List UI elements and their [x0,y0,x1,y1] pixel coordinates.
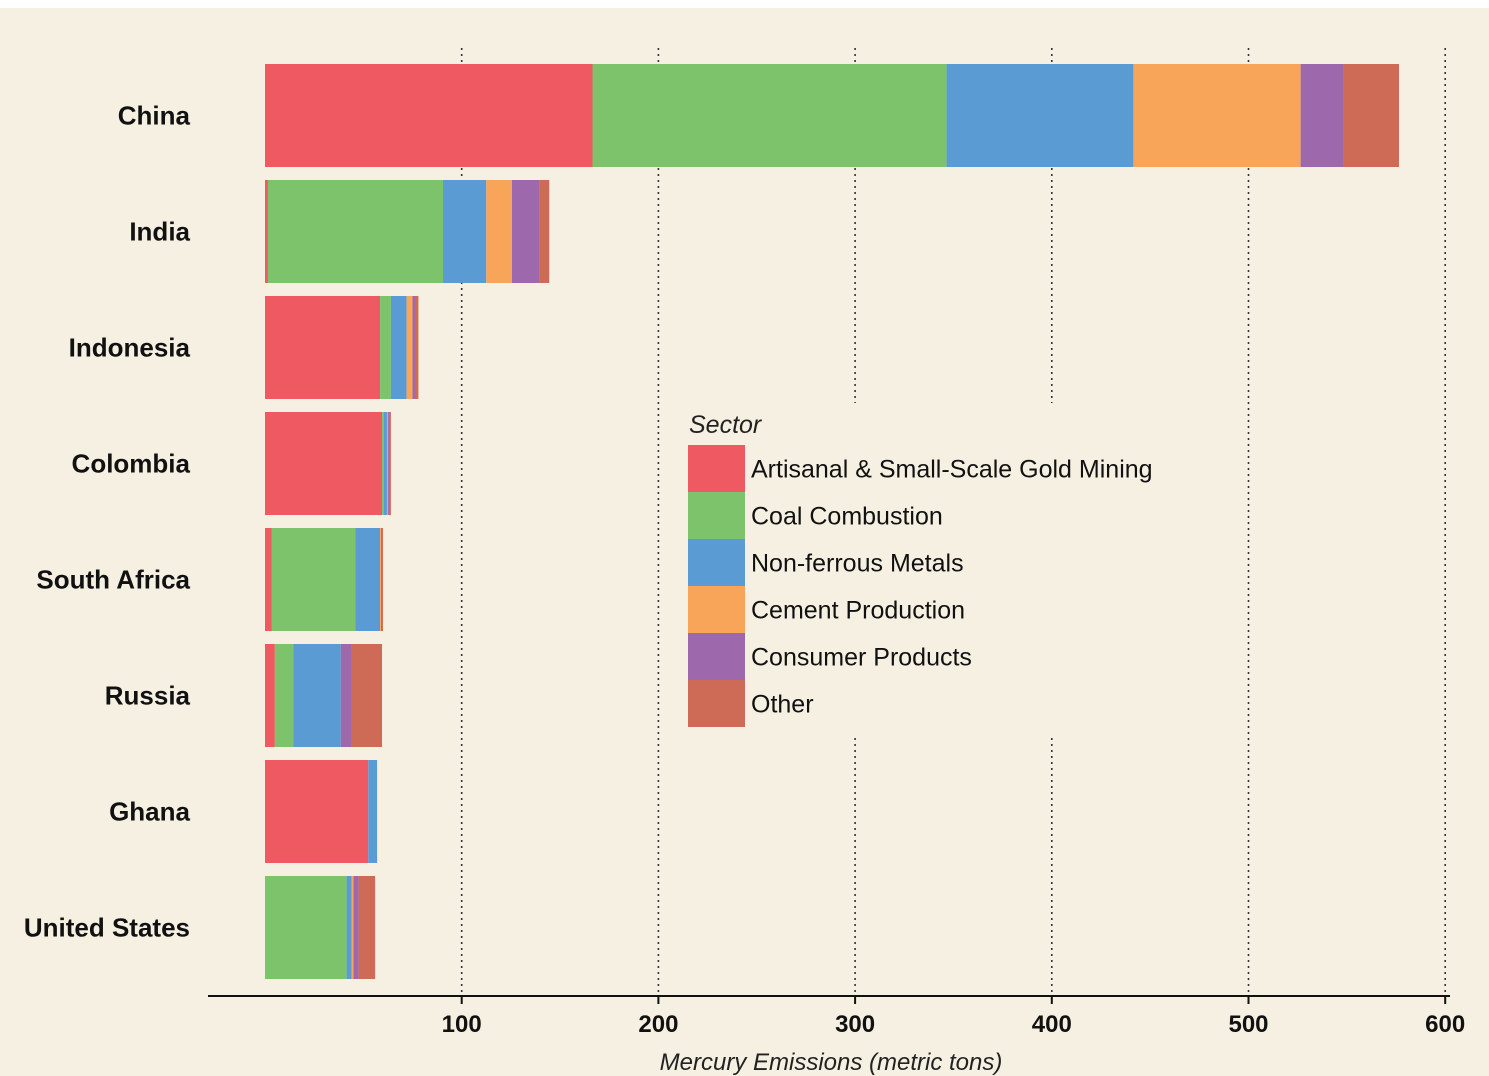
bar-segment [380,528,382,631]
bar-segment [267,180,444,283]
bar-segment [1300,64,1344,167]
bar-segment [380,296,391,399]
bar-segment [265,876,347,979]
bar-segment [340,644,352,747]
bar-segment [443,180,487,283]
bar-segment [390,296,407,399]
bars [265,64,1399,979]
bar-segment [265,412,383,515]
bar-segment [412,296,416,399]
legend-title: Sector [689,411,763,439]
category-label: United States [24,913,190,943]
bar-segment [346,876,352,979]
bar-segment [271,528,356,631]
bar-segment [355,528,381,631]
bar-segment [293,644,341,747]
bar-segment [353,876,359,979]
legend-background [684,403,1244,738]
bar-segment [486,180,512,283]
category-labels: China India Indonesia Colombia South Africa R… [24,101,191,943]
bar-segment [358,876,376,979]
bar-segment [351,876,354,979]
legend-label: Coal Combustion [751,503,943,531]
category-label: Indonesia [69,333,191,363]
x-tick-label: 400 [1032,1011,1072,1038]
x-tick-label: 200 [638,1011,678,1038]
bar-segment [265,296,381,399]
x-axis-title: Mercury Emissions (metric tons) [660,1049,1003,1076]
chart: China India Indonesia Colombia South Africa R… [0,8,1489,1076]
legend-swatch [688,445,745,492]
legend-swatch [688,539,745,586]
bar-segment [368,760,378,863]
x-tick-label: 600 [1425,1011,1465,1038]
legend-swatch [688,633,745,680]
legend-label: Non-ferrous Metals [751,550,964,578]
category-label: China [118,101,191,131]
chart-canvas: China India Indonesia Colombia South Africa R… [24,48,1465,1076]
category-label: South Africa [36,565,190,595]
legend-label: Artisanal & Small-Scale Gold Mining [751,456,1153,484]
legend-swatch [688,586,745,633]
bar-segment [388,412,391,515]
legend-label: Consumer Products [751,644,972,672]
bar-segment [406,296,413,399]
bar-segment [415,296,419,399]
category-label: India [129,217,190,247]
bar-segment [265,528,272,631]
bar-segment [1133,64,1301,167]
bar-segment [382,528,384,631]
bar-segment [387,412,389,515]
legend-label: Cement Production [751,597,965,625]
legend: Sector Artisanal & Small-Scale Gold Mini… [684,403,1244,738]
legend-swatch [688,492,745,539]
bar-segment [265,760,369,863]
bar-segment [265,180,268,283]
bar-segment [382,412,385,515]
x-tick-label: 500 [1228,1011,1268,1038]
bar-segment [511,180,540,283]
bar-segment [274,644,294,747]
bar-segment [592,64,947,167]
category-label: Colombia [72,449,191,479]
grid-lines [460,48,1446,996]
bar-segment [381,528,383,631]
x-tick-label: 100 [442,1011,482,1038]
bar-segment [946,64,1134,167]
category-label: Ghana [109,797,190,827]
bar-segment [539,180,550,283]
bar-segment [386,412,388,515]
x-tick-label: 300 [835,1011,875,1038]
x-axis: Mercury Emissions (metric tons) 100 200 30… [208,995,1465,1076]
bar-segment [1343,64,1399,167]
category-label: Russia [105,681,191,711]
legend-label: Other [751,691,814,719]
legend-swatch [688,680,745,727]
bar-segment [351,644,383,747]
bar-segment [384,412,387,515]
bar-segment [265,64,593,167]
bar-segment [265,644,275,747]
